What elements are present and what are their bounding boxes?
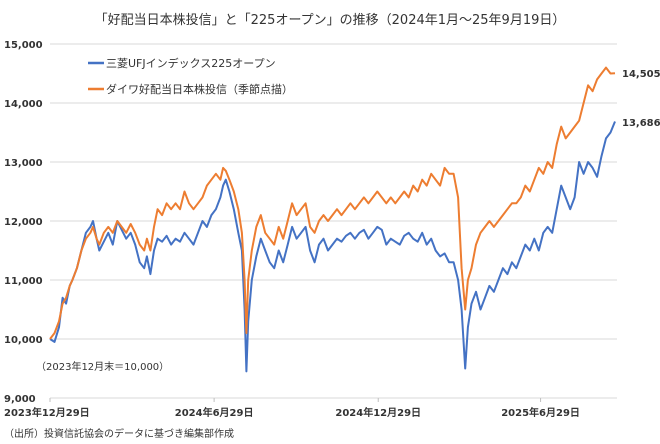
baseline-note: （2023年12月末＝10,000）: [36, 360, 169, 373]
legend: 三菱UFJインデックス225オープン ダイワ好配当日本株投信（季節点描）: [88, 56, 293, 96]
legend-label-225-open: 三菱UFJインデックス225オープン: [106, 56, 276, 70]
grid: [50, 43, 617, 399]
y-axis: 9,000 10,000 11,000 12,000 13,000 14,000 15,00…: [4, 40, 43, 405]
y-tick-label: 10,000: [4, 335, 43, 346]
y-tick-label: 14,000: [4, 99, 43, 110]
x-tick-label: 2023年12月29日: [4, 406, 90, 419]
series-line-dividend: [49, 66, 616, 340]
end-label-225-open: 13,686: [622, 118, 660, 129]
x-tick-label: 2024年12月29日: [335, 406, 421, 419]
y-tick-label: 13,000: [4, 158, 43, 169]
chart-title: 「好配当日本株投信」と「225オープン」の推移（2024年1月～25年9月19日…: [95, 12, 566, 28]
y-tick-label: 15,000: [4, 40, 43, 51]
legend-label-dividend: ダイワ好配当日本株投信（季節点描）: [106, 82, 293, 96]
x-tick-label: 2025年6月29日: [501, 406, 580, 419]
source-note: （出所）投資信託協会のデータに基づき編集部作成: [4, 427, 234, 440]
series-lines: [49, 66, 616, 373]
y-tick-label: 12,000: [4, 217, 43, 228]
y-tick-label: 9,000: [4, 394, 36, 405]
x-axis: 2023年12月29日 2024年6月29日 2024年12月29日 2025年6月2…: [4, 398, 580, 419]
x-tick-label: 2024年6月29日: [175, 406, 254, 419]
series-line-225-open: [49, 121, 616, 373]
end-label-dividend: 14,505: [622, 69, 660, 80]
y-tick-label: 11,000: [4, 276, 43, 287]
